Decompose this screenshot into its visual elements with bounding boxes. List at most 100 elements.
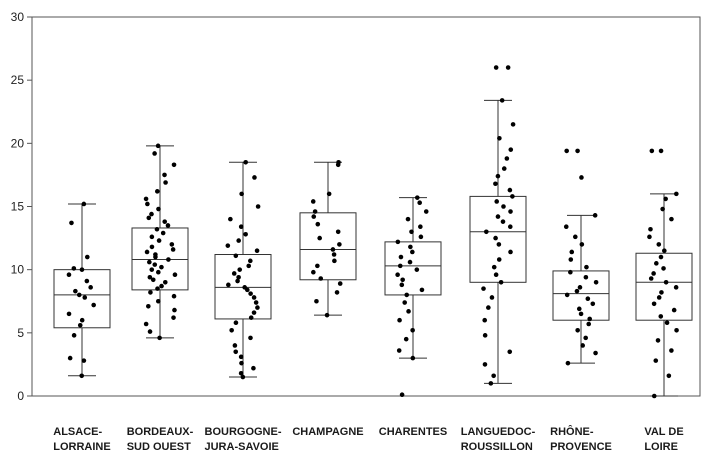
data-point	[79, 317, 85, 323]
data-point	[235, 278, 240, 284]
data-point	[508, 249, 513, 255]
data-point	[654, 261, 659, 266]
data-point	[510, 194, 515, 199]
data-point	[149, 244, 155, 250]
data-point	[648, 276, 654, 281]
data-point	[406, 309, 411, 314]
x-category-label: VAL DE LOIRE	[644, 426, 684, 453]
x-category-label: RHÔNE- PROVENCE	[550, 426, 612, 453]
data-point	[252, 175, 257, 180]
data-point	[157, 335, 162, 341]
data-point	[169, 242, 175, 247]
data-point	[507, 224, 513, 230]
y-tick-label: 10	[11, 263, 25, 277]
data-point	[669, 348, 674, 353]
data-point	[658, 254, 664, 260]
data-point	[500, 219, 506, 224]
points-layer	[66, 65, 679, 399]
data-point	[156, 269, 161, 275]
box-iqr	[635, 252, 693, 321]
data-point	[586, 321, 592, 327]
data-point	[501, 166, 507, 171]
data-point	[418, 224, 423, 230]
data-point	[147, 259, 152, 265]
data-point	[673, 285, 679, 290]
data-point	[418, 234, 424, 240]
data-point	[410, 355, 416, 361]
data-point	[398, 254, 404, 260]
data-point	[326, 191, 332, 197]
data-point	[163, 180, 168, 185]
data-point	[407, 259, 413, 265]
data-point	[658, 314, 664, 319]
data-point	[565, 360, 571, 366]
data-point	[251, 365, 256, 371]
data-point	[674, 328, 679, 333]
data-point	[143, 321, 149, 327]
data-point	[254, 248, 260, 254]
data-point	[238, 354, 244, 360]
data-point	[564, 292, 570, 298]
data-point	[493, 235, 498, 241]
data-point	[242, 285, 247, 290]
data-point	[248, 335, 253, 341]
boxes-layer	[53, 99, 693, 397]
data-point	[574, 288, 580, 294]
data-point	[171, 162, 177, 168]
data-point	[155, 298, 161, 304]
data-point	[583, 335, 588, 341]
data-point	[236, 238, 241, 243]
data-point	[253, 300, 259, 305]
data-point	[575, 328, 580, 333]
data-point	[71, 266, 77, 271]
box-iqr	[552, 270, 610, 321]
data-point	[165, 223, 171, 228]
data-point	[507, 187, 513, 193]
data-point	[69, 220, 74, 226]
data-point	[162, 219, 168, 224]
data-point	[79, 267, 85, 272]
data-point	[147, 274, 153, 280]
data-point	[399, 282, 405, 288]
data-point	[236, 274, 241, 280]
data-point	[336, 159, 341, 165]
data-point	[493, 272, 499, 278]
data-point	[162, 172, 167, 178]
data-point	[481, 286, 486, 291]
data-point	[397, 317, 402, 323]
x-category-label: BOURGOGNE- JURA-SAVOIE	[204, 426, 282, 453]
data-point	[410, 328, 415, 333]
y-tick-label: 25	[11, 73, 25, 87]
data-point	[77, 322, 83, 328]
data-point	[489, 295, 495, 300]
data-point	[229, 328, 234, 333]
data-point	[255, 204, 261, 209]
data-point	[419, 287, 425, 293]
data-point	[593, 280, 599, 285]
data-point	[661, 266, 666, 271]
data-point	[496, 242, 502, 247]
data-point	[587, 316, 592, 322]
data-point	[66, 311, 72, 317]
data-point	[495, 214, 501, 219]
data-point	[498, 280, 504, 285]
data-point	[147, 329, 153, 334]
data-point	[153, 252, 158, 257]
data-point	[248, 258, 253, 264]
data-point	[331, 252, 337, 257]
data-point	[651, 301, 657, 307]
data-point	[155, 286, 160, 291]
data-point	[238, 370, 244, 376]
data-point	[310, 199, 316, 204]
data-point	[318, 276, 324, 281]
data-point	[248, 315, 254, 320]
data-point	[76, 292, 82, 298]
y-tick-label: 15	[11, 200, 25, 214]
data-point	[315, 221, 321, 227]
data-point	[399, 392, 405, 398]
box-iqr	[131, 227, 189, 291]
data-point	[330, 247, 336, 252]
data-point	[510, 122, 516, 127]
data-point	[148, 290, 153, 295]
y-tick-label: 0	[17, 389, 24, 403]
